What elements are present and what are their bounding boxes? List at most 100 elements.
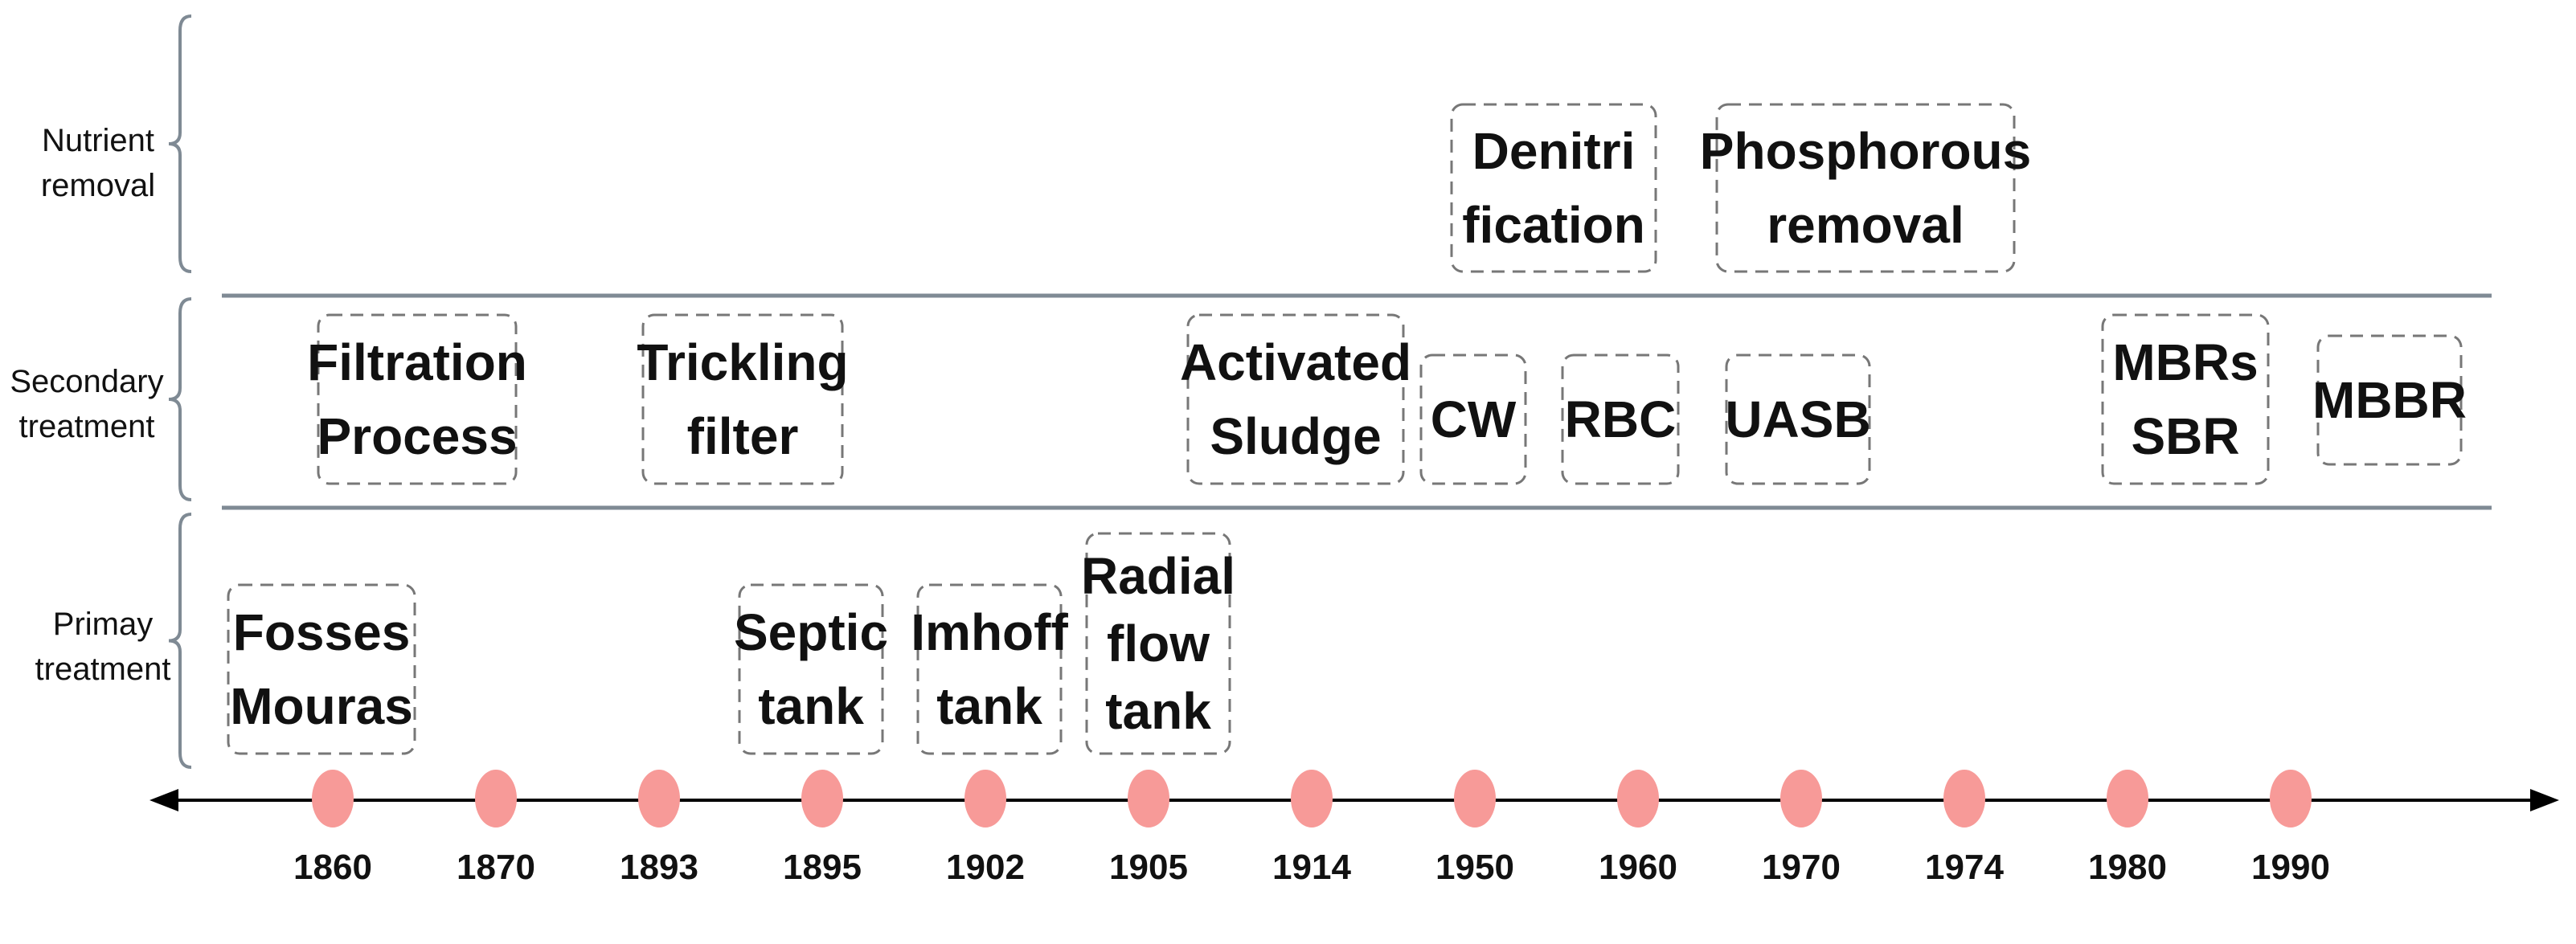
year-label: 1980 [2088, 848, 2167, 887]
category-label-nutrient: Nutrient removal [41, 123, 155, 203]
box-border [1715, 103, 2016, 273]
box-label: Septic tank [734, 603, 888, 735]
box-border [1725, 353, 1871, 485]
box-label-line: UASB [1725, 390, 1870, 448]
box-border [1419, 353, 1527, 485]
year-marker-1895 [801, 770, 843, 828]
category-label-line: removal [41, 168, 155, 203]
category-label-line: Secondary [10, 364, 163, 399]
timeline-box-filtration-process: Filtration Process [307, 313, 527, 485]
year-marker-1893 [638, 770, 680, 828]
box-label-line: Imhoff [911, 603, 1068, 661]
box-label-line: MBBR [2312, 371, 2467, 429]
timeline-box-imhoff-tank: Imhoff tank [911, 583, 1068, 755]
year-label: 1895 [783, 848, 862, 887]
box-label-line: MBRs [2112, 333, 2258, 391]
category-brace-nutrient [168, 14, 192, 273]
box-border [916, 583, 1063, 755]
box-label-line: tank [1105, 682, 1211, 740]
category-label-secondary: Secondary treatment [10, 364, 163, 444]
year-label: 1990 [2251, 848, 2330, 887]
year-label: 1974 [1925, 848, 2004, 887]
timeline-box-mbrs-sbr: MBRs SBR [2101, 313, 2270, 485]
category-label-line: treatment [35, 652, 171, 687]
box-label-line: Phosphorous [1700, 122, 2031, 180]
category-brace-secondary [168, 297, 192, 501]
box-label-line: fication [1462, 196, 1645, 254]
box-label-line: Activated [1180, 333, 1411, 391]
box-label-line: tank [758, 677, 864, 735]
box-border [641, 313, 844, 485]
axis-arrow-right [2530, 789, 2559, 811]
year-marker-1914 [1291, 770, 1333, 828]
box-label-line: Septic [734, 603, 888, 661]
box-label-line: SBR [2131, 407, 2239, 465]
box-border [1450, 103, 1657, 273]
timeline-box-activated-sludge: Activated Sludge [1180, 313, 1411, 485]
box-label-line: Denitri [1472, 122, 1636, 180]
box-border [1186, 313, 1405, 485]
box-label-line: removal [1767, 196, 1964, 254]
box-label: Phosphorous removal [1700, 122, 2031, 254]
box-label: CW [1431, 390, 1517, 448]
box-border [738, 583, 884, 755]
box-border [2101, 313, 2270, 485]
box-label-line: RBC [1565, 390, 1677, 448]
year-marker-1974 [1943, 770, 1985, 828]
box-label-line: Radial [1081, 547, 1235, 605]
box-label-line: tank [936, 677, 1042, 735]
year-marker-1950 [1454, 770, 1496, 828]
category-label-line: treatment [19, 409, 155, 444]
box-label-line: flow [1107, 615, 1210, 672]
box-label: UASB [1725, 390, 1870, 448]
year-marker-1960 [1617, 770, 1659, 828]
category-brace-primary [168, 513, 192, 769]
timeline-box-radial-flow-tank: Radial flow tank [1081, 532, 1235, 755]
box-label: Fosses Mouras [230, 603, 413, 735]
box-label: Filtration Process [307, 333, 527, 465]
year-label: 1893 [620, 848, 698, 887]
box-border [317, 313, 518, 485]
year-marker-1970 [1780, 770, 1822, 828]
box-border [1085, 532, 1231, 755]
year-label: 1905 [1109, 848, 1188, 887]
box-label: RBC [1565, 390, 1677, 448]
category-label-line: Nutrient [42, 123, 154, 158]
year-marker-1902 [964, 770, 1006, 828]
timeline-box-septic-tank: Septic tank [734, 583, 888, 755]
box-border [2316, 334, 2463, 466]
box-label-line: Trickling [637, 333, 848, 391]
box-label-line: filter [687, 407, 799, 465]
category-label-primary: Primay treatment [35, 607, 171, 687]
box-label-line: Filtration [307, 333, 527, 391]
year-marker-1980 [2107, 770, 2148, 828]
axis-arrow-left [149, 789, 178, 811]
box-label-line: CW [1431, 390, 1517, 448]
timeline-box-mbbr: MBBR [2312, 334, 2467, 466]
box-label-line: Sludge [1210, 407, 1381, 465]
timeline-box-uasb: UASB [1725, 353, 1871, 485]
timeline-box-trickling-filter: Trickling filter [637, 313, 849, 485]
timeline-box-cw: CW [1419, 353, 1527, 485]
year-label: 1860 [293, 848, 372, 887]
timeline-box-rbc: RBC [1561, 353, 1680, 485]
box-label: MBBR [2312, 371, 2467, 429]
year-label: 1950 [1435, 848, 1514, 887]
box-border [227, 583, 416, 755]
box-label-line: Mouras [230, 677, 413, 735]
box-label-line: Fosses [233, 603, 411, 661]
category-label-line: Primay [53, 607, 153, 642]
timeline-box-denitrification: Denitri fication [1450, 103, 1657, 273]
box-label: Imhoff tank [911, 603, 1068, 735]
year-marker-1905 [1128, 770, 1169, 828]
box-label: Radial flow tank [1081, 547, 1235, 740]
box-label: MBRs SBR [2112, 333, 2258, 465]
box-label: Activated Sludge [1180, 333, 1411, 465]
box-label: Denitri fication [1462, 122, 1645, 254]
box-border [1561, 353, 1680, 485]
box-label-line: Process [317, 407, 517, 465]
year-label: 1902 [946, 848, 1025, 887]
timeline-box-fosses-mouras: Fosses Mouras [227, 583, 416, 755]
